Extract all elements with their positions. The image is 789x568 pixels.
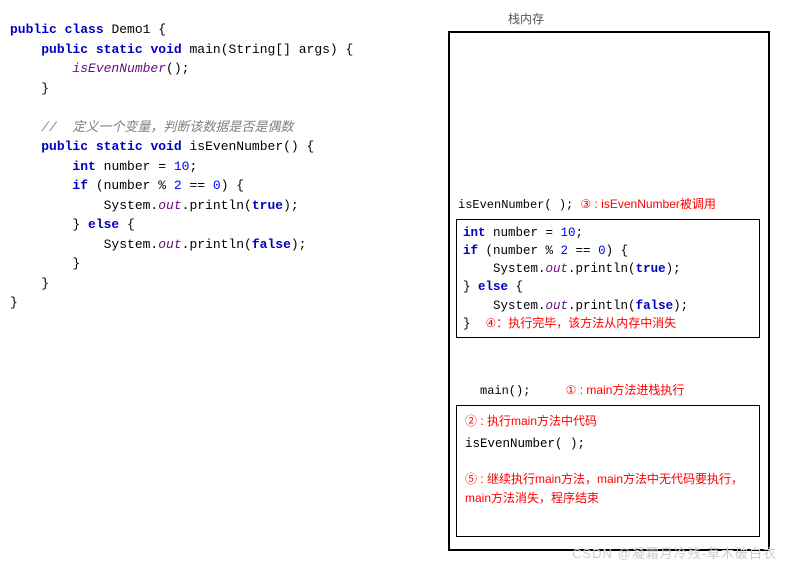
note-1: ① : main方法进栈执行 (566, 383, 685, 397)
note-2: ② : 执行main方法中代码 (465, 412, 751, 431)
out1: out (158, 198, 181, 213)
method-iseven: isEvenNumber (190, 139, 284, 154)
kw-public3: public (41, 139, 88, 154)
b1-else: else (478, 280, 508, 294)
num-10: 10 (174, 159, 190, 174)
b1-true: true (636, 262, 666, 276)
if-c: ) { (221, 178, 244, 193)
b1-out: out (546, 262, 569, 276)
b1-c: ) { (606, 244, 629, 258)
b1-b: == (568, 244, 598, 258)
stack-frame-iseven: int number = 10; if (number % 2 == 0) { … (456, 219, 760, 338)
print2: .println( (182, 237, 252, 252)
code-pane: public class Demo1 { public static void … (10, 20, 440, 313)
close2: ); (291, 237, 307, 252)
kw-static: static (96, 42, 143, 57)
sys1: System. (104, 198, 159, 213)
kw-void2: void (150, 139, 181, 154)
b1-10: 10 (561, 226, 576, 240)
note-3: ③ : isEvenNumber被调用 (580, 197, 715, 211)
b1-sys2: System. (493, 299, 546, 313)
kw-public2: public (41, 42, 88, 57)
note-5: ⑤ : 继续执行main方法，main方法中无代码要执行，main方法消失，程序… (465, 470, 751, 508)
false-lit: false (252, 237, 291, 252)
b1-int: int (463, 226, 486, 240)
b1-0: 0 (598, 244, 606, 258)
b1-cl: ); (666, 262, 681, 276)
num-2: 2 (174, 178, 182, 193)
comment-line: // 定义一个变量，判断该数据是否是偶数 (41, 120, 293, 135)
kw-void: void (150, 42, 181, 57)
stack-box: isEvenNumber( ); ③ : isEvenNumber被调用 int… (448, 31, 770, 551)
b1-2: 2 (561, 244, 569, 258)
kw-else: else (88, 217, 119, 232)
kw-class: class (65, 22, 104, 37)
b1-out2: out (546, 299, 569, 313)
b1-a: (number % (478, 244, 561, 258)
sys2: System. (104, 237, 159, 252)
b1-sys: System. (493, 262, 546, 276)
b1-semi: ; (576, 226, 584, 240)
kw-int: int (72, 159, 95, 174)
b1-cl2: ); (673, 299, 688, 313)
call-paren: (); (166, 61, 189, 76)
kw-static2: static (96, 139, 143, 154)
b1-false: false (636, 299, 674, 313)
main-args: (String[] args) { (221, 42, 354, 57)
kw-public: public (10, 22, 57, 37)
stack-frame-main: ② : 执行main方法中代码 isEvenNumber( ); ⑤ : 继续执… (456, 405, 760, 537)
watermark: CSDN @凝霜月冷残-草木破白衣 (572, 543, 777, 562)
class-name: Demo1 (111, 22, 150, 37)
b1-if: if (463, 244, 478, 258)
call-iseven: isEvenNumber (72, 61, 166, 76)
call-code: isEvenNumber( ); (458, 198, 573, 212)
note-4: ④：执行完毕，该方法从内存中消失 (486, 316, 677, 330)
var-decl: number = (104, 159, 174, 174)
main-call: isEvenNumber( ); (465, 435, 751, 454)
code-block: public class Demo1 { public static void … (10, 20, 440, 313)
if-b: == (182, 178, 213, 193)
call-line: isEvenNumber( ); ③ : isEvenNumber被调用 (458, 195, 716, 212)
print1: .println( (182, 198, 252, 213)
frame-code: int number = 10; if (number % 2 == 0) { … (463, 224, 753, 333)
num-0: 0 (213, 178, 221, 193)
b1-rest: number = (486, 226, 561, 240)
close1: ); (283, 198, 299, 213)
method-paren: () { (283, 139, 314, 154)
stack-title: 栈内存 (508, 10, 780, 27)
if-a: (number % (88, 178, 174, 193)
main-method: main (190, 42, 221, 57)
true-lit: true (252, 198, 283, 213)
b1-pr2: .println( (568, 299, 636, 313)
stack-pane: 栈内存 isEvenNumber( ); ③ : isEvenNumber被调用… (448, 10, 780, 551)
kw-if: if (72, 178, 88, 193)
main-line: main(); ① : main方法进栈执行 (480, 381, 684, 398)
b1-pr: .println( (568, 262, 636, 276)
main-label: main(); (480, 384, 530, 398)
out2: out (158, 237, 181, 252)
